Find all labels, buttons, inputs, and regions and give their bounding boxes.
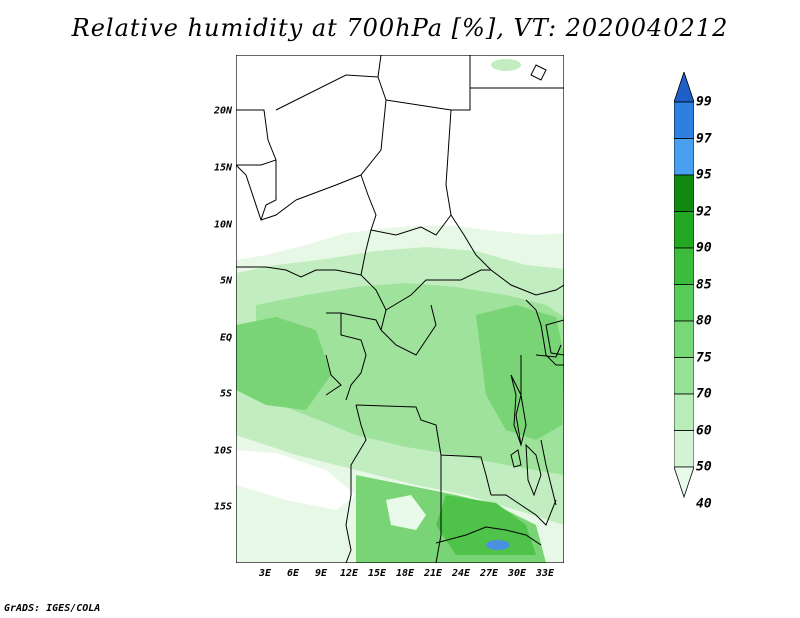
- colorbar-label: 40: [696, 496, 712, 511]
- lat-label-5s: 5S: [219, 388, 232, 400]
- humidity-region-west: [236, 317, 331, 410]
- colorbar-label: 99: [696, 94, 712, 110]
- colorbar-box: [673, 357, 695, 395]
- colorbar-label: 50: [696, 459, 712, 475]
- colorbar-label: 97: [696, 131, 712, 146]
- lat-label-20n: 20N: [213, 105, 232, 117]
- lon-label-27e: 27E: [479, 568, 499, 579]
- colorbar-label: 85: [696, 277, 712, 292]
- lat-label-10s: 10S: [213, 445, 232, 457]
- lon-label-3e: 3E: [258, 568, 272, 579]
- lon-label-24e: 24E: [451, 568, 471, 579]
- lon-label-6e: 6E: [286, 568, 300, 579]
- credit-text: GrADS: IGES/COLA: [4, 603, 101, 614]
- lon-label-18e: 18E: [395, 568, 415, 579]
- lon-label-12e: 12E: [339, 568, 359, 579]
- colorbar-label: 70: [696, 386, 712, 402]
- colorbar-top-arrow: [673, 70, 695, 103]
- lat-label-5n: 5N: [219, 275, 232, 287]
- lon-label-15e: 15E: [367, 568, 387, 579]
- colorbar-graphic: [673, 70, 695, 499]
- high-humidity-blue-spot: [486, 540, 510, 550]
- colorbar-box: [673, 393, 695, 431]
- colorbar-box: [673, 430, 695, 468]
- colorbar-box: [673, 211, 695, 249]
- colorbar-box: [673, 247, 695, 285]
- humidity-region-east: [476, 305, 564, 440]
- colorbar: [673, 70, 695, 546]
- map-panel: [236, 55, 564, 563]
- lon-label-30e: 30E: [507, 568, 527, 579]
- dry-patch-south: [386, 495, 426, 530]
- lon-label-21e: 21E: [423, 568, 443, 579]
- colorbar-label: 95: [696, 167, 712, 183]
- lat-label-15n: 15N: [213, 162, 232, 174]
- colorbar-box: [673, 101, 695, 139]
- colorbar-label: 75: [696, 350, 712, 365]
- lon-label-33e: 33E: [535, 568, 555, 579]
- colorbar-label: 92: [696, 204, 712, 219]
- wet-patch-north: [491, 59, 521, 71]
- colorbar-box: [673, 320, 695, 358]
- map-title: Relative humidity at 700hPa [%], VT: 202…: [71, 14, 729, 42]
- colorbar-label: 60: [696, 423, 712, 438]
- colorbar-box: [673, 138, 695, 176]
- colorbar-bottom-arrow: [673, 466, 695, 499]
- lakes: [510, 64, 564, 497]
- dry-patch-southwest: [236, 450, 356, 510]
- lat-label-eq: EQ: [219, 332, 232, 344]
- lon-label-9e: 9E: [314, 568, 328, 579]
- humidity-field: [236, 55, 564, 563]
- country-borders: [236, 55, 564, 563]
- humidity-region-south-dark: [436, 495, 536, 555]
- colorbar-label: 80: [696, 313, 712, 329]
- colorbar-box: [673, 284, 695, 322]
- lat-label-15s: 15S: [213, 501, 232, 513]
- colorbar-label: 90: [696, 240, 712, 256]
- colorbar-boxes: [673, 70, 695, 499]
- colorbar-box: [673, 174, 695, 212]
- lat-label-10n: 10N: [213, 219, 232, 231]
